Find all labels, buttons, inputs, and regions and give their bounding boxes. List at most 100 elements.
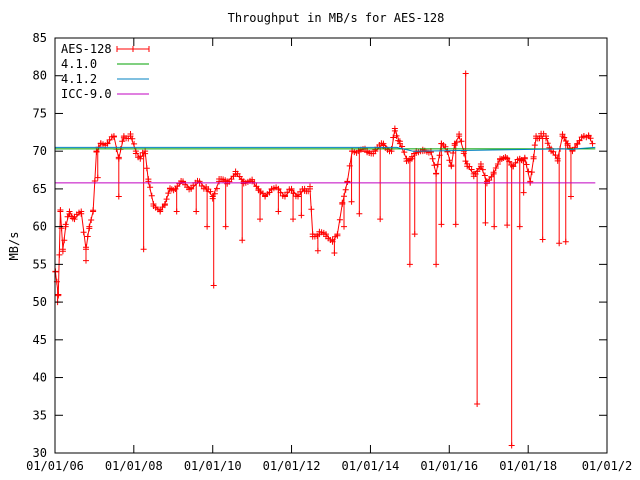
- point-marker: [408, 155, 415, 162]
- point-marker: [477, 163, 484, 170]
- point-marker: [497, 155, 504, 162]
- series-aes-128: [52, 70, 596, 449]
- point-marker: [339, 201, 346, 207]
- point-marker: [209, 193, 216, 200]
- point-marker: [322, 231, 329, 238]
- point-marker: [464, 163, 471, 170]
- spike-marks: [54, 70, 574, 449]
- spike-marker: [331, 250, 338, 257]
- point-marker: [451, 140, 458, 147]
- point-marker: [71, 216, 78, 223]
- spike-marker: [411, 231, 418, 238]
- y-tick-label: 65: [33, 182, 47, 196]
- point-marker: [150, 201, 157, 207]
- spike-marker: [504, 222, 511, 229]
- spike-marker: [377, 216, 384, 223]
- y-tick-label: 80: [33, 69, 47, 83]
- point-marker: [396, 138, 408, 156]
- spike-marker: [290, 216, 297, 223]
- spike-marker: [193, 208, 200, 215]
- point-markers: [52, 125, 596, 299]
- y-tick-label: 55: [33, 257, 47, 271]
- spike-marker: [298, 212, 305, 219]
- x-tick-label: 01/01/10: [184, 459, 242, 473]
- point-marker: [403, 155, 410, 162]
- spike-marker: [82, 257, 89, 264]
- point-marker: [59, 246, 66, 253]
- point-marker: [161, 201, 168, 207]
- point-marker: [391, 125, 398, 132]
- point-marker: [115, 155, 122, 162]
- point-marker: [137, 155, 144, 162]
- spike-marker: [173, 208, 180, 215]
- x-tick-label: 01/01/16: [420, 459, 478, 473]
- point-marker: [268, 185, 275, 192]
- point-marker: [275, 185, 282, 192]
- spike-marker: [275, 208, 282, 215]
- plot-area: [52, 70, 596, 449]
- spike-marker: [115, 193, 122, 200]
- point-marker: [530, 155, 537, 162]
- y-tick-label: 40: [33, 371, 47, 385]
- spike-marker: [562, 238, 569, 245]
- point-marker: [78, 208, 85, 215]
- point-marker: [86, 223, 93, 230]
- point-marker: [172, 185, 179, 192]
- point-marker: [127, 133, 134, 140]
- point-marker: [55, 291, 62, 298]
- spike-marker: [556, 240, 563, 247]
- legend-label: AES-128: [61, 42, 112, 56]
- point-marker: [203, 185, 210, 192]
- point-marker: [344, 178, 351, 185]
- spike-marker: [140, 246, 147, 253]
- spike-marker: [341, 223, 348, 230]
- spike-marker: [210, 282, 217, 289]
- point-marker: [281, 193, 288, 200]
- point-marker: [255, 185, 262, 192]
- point-marker: [216, 176, 229, 184]
- point-marker: [589, 140, 596, 147]
- spike-marker: [567, 193, 574, 200]
- series-4-1-2: [55, 146, 596, 152]
- x-tick-label: 01/01/08: [105, 459, 163, 473]
- y-tick-label: 35: [33, 408, 47, 422]
- point-marker: [396, 140, 403, 147]
- legend-label: 4.1.0: [61, 57, 97, 71]
- point-marker: [232, 170, 239, 177]
- point-marker: [574, 140, 581, 147]
- point-marker: [161, 190, 172, 209]
- point-marker: [559, 133, 566, 140]
- point-marker: [510, 163, 517, 170]
- spike-marker: [452, 221, 459, 228]
- point-marker: [209, 185, 220, 202]
- point-marker: [456, 133, 463, 140]
- spike-marker: [94, 174, 101, 181]
- spike-marker: [257, 216, 264, 223]
- y-axis-label: MB/s: [7, 232, 21, 261]
- point-marker: [533, 133, 540, 140]
- spike-marker: [356, 210, 363, 217]
- axis-ticks: 30 35 40 45 50 55 60 65 70 75 80 85 01/01/06 01/01/08…: [26, 31, 632, 473]
- spike-marker: [516, 223, 523, 230]
- point-marker: [364, 149, 377, 157]
- spike-marker: [474, 400, 481, 407]
- point-marker: [339, 186, 349, 206]
- point-marker: [66, 208, 73, 215]
- plot-frame: [54, 37, 608, 454]
- point-marker: [490, 170, 497, 177]
- point-marker: [262, 193, 269, 200]
- spike-marker: [222, 223, 229, 230]
- point-marker: [527, 178, 534, 185]
- x-tick-label: 01/01/14: [342, 459, 400, 473]
- series-line: [55, 146, 596, 152]
- point-marker: [543, 133, 550, 140]
- point-marker: [585, 133, 592, 140]
- point-marker: [97, 140, 104, 147]
- spike-marker: [204, 223, 211, 230]
- spike-marker: [438, 221, 445, 228]
- legend-marker: [116, 46, 150, 52]
- point-marker: [90, 208, 97, 215]
- y-tick-label: 30: [33, 446, 47, 460]
